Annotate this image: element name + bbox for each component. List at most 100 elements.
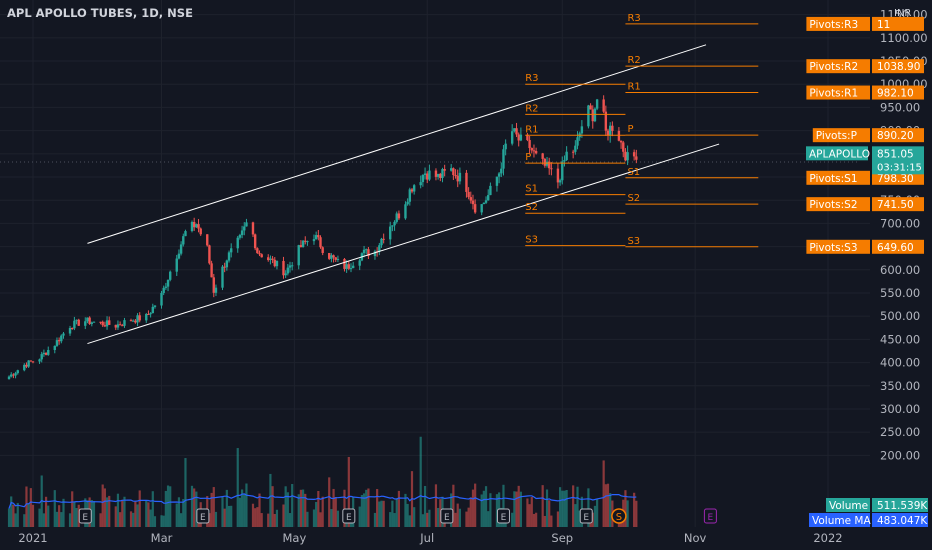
volume-bar [452,484,455,527]
pivot-value-label: 798.30 [877,173,914,185]
pivot-tag-label: Pivots:R3 [809,19,858,31]
volume-bar [166,485,170,527]
volume-bar [358,506,361,527]
candle-body [343,258,346,269]
candle-body [57,340,61,342]
candle-body [497,173,501,177]
pivot-tag-label: Pivots:P [816,130,857,142]
candle-body [336,258,340,260]
pivot-prev-label: P [525,152,531,163]
candle-body [240,230,244,236]
time-axis[interactable]: 2021 Mar May Jul Sep Nov 2022 [18,531,842,545]
candle-body [84,321,87,326]
volume-bar [330,509,333,527]
trend-channel[interactable] [87,44,720,345]
volume-bar [12,504,15,527]
candle-body [260,254,263,258]
candle-body [212,277,215,293]
volume-bar [297,494,300,527]
volume-bar [258,493,261,527]
y-tick-label: 350.00 [880,379,920,393]
volume-bar [134,501,137,527]
volume-bar [245,483,248,527]
earnings-marker-label: E [346,513,352,523]
candle-body [103,325,107,327]
volume-bar [332,488,335,527]
candle-body [243,226,246,231]
candle-body [471,200,475,205]
y-tick-label: 700.00 [880,216,920,230]
volume-bar [495,494,499,527]
y-tick-label: 450.00 [880,332,920,346]
candle-body [617,130,621,141]
candle-body [223,266,226,268]
volume-bar [16,502,19,527]
volume-bar [317,491,320,527]
candle-body [147,314,150,316]
candle-body [271,258,274,260]
candle-body [469,197,472,201]
volume-bar [312,509,316,527]
candle-body [136,315,139,323]
candle-body [160,293,163,306]
volume-bar [99,513,102,527]
volume-bar [365,489,368,527]
candle-body [288,265,292,268]
candle-body [548,161,551,169]
volume-bar [291,484,294,527]
candle-body [393,221,396,226]
volume-bar [208,513,211,527]
candle-body [351,265,355,269]
candle-body [635,156,638,160]
candle-body [404,204,407,219]
currency-label: INR [894,8,911,19]
candle-body [482,202,486,205]
volume-bar [434,484,438,527]
candle-body [513,128,516,132]
volume-bar [238,497,242,527]
volume-tag-label: Volume [829,500,868,512]
candle-body [53,345,56,350]
volume-bar [44,496,48,527]
candle-body [258,253,261,255]
pivot-tag-bg [806,170,870,185]
candle-body [273,259,276,267]
axis-tags: Pivots:R3 11 Pivots:R2 1038.90 Pivots:R1 982.… [806,8,928,527]
volume-bar [487,511,490,527]
volume-bar [47,505,50,527]
volume-bar [282,504,285,527]
y-tick-label: 400.00 [880,356,920,370]
volume-bar [123,496,126,527]
candle-body [14,373,17,376]
candle-body [532,150,536,152]
candle-body [88,317,91,324]
volume-bar [153,516,157,527]
volume-bar [480,494,483,527]
volume-bar [543,515,546,527]
candle-body [587,105,590,127]
candle-body [419,182,422,186]
pivot-value-label: 649.60 [877,242,914,254]
y-tick-label: 950.00 [880,100,920,114]
candle-body [595,99,599,109]
candle-body [408,189,412,202]
candle-body [473,204,477,213]
candle-body [210,263,213,278]
candle-body [256,248,259,254]
candle-body [367,249,370,257]
candle-body [434,170,438,177]
candle-body [317,235,320,238]
candle-body [624,151,627,161]
candle-body [561,161,564,181]
earnings-marker-icon [703,508,717,524]
x-tick-label: Sep [551,531,573,545]
volume-bar [319,512,322,527]
pivot-prev-label: R1 [525,124,538,135]
candle-body [55,340,59,346]
candle-body [62,333,65,336]
candle-body [267,257,270,261]
volume-bar [306,511,309,527]
pivot-value-label: 982.10 [877,88,914,100]
candle-body [589,105,592,110]
